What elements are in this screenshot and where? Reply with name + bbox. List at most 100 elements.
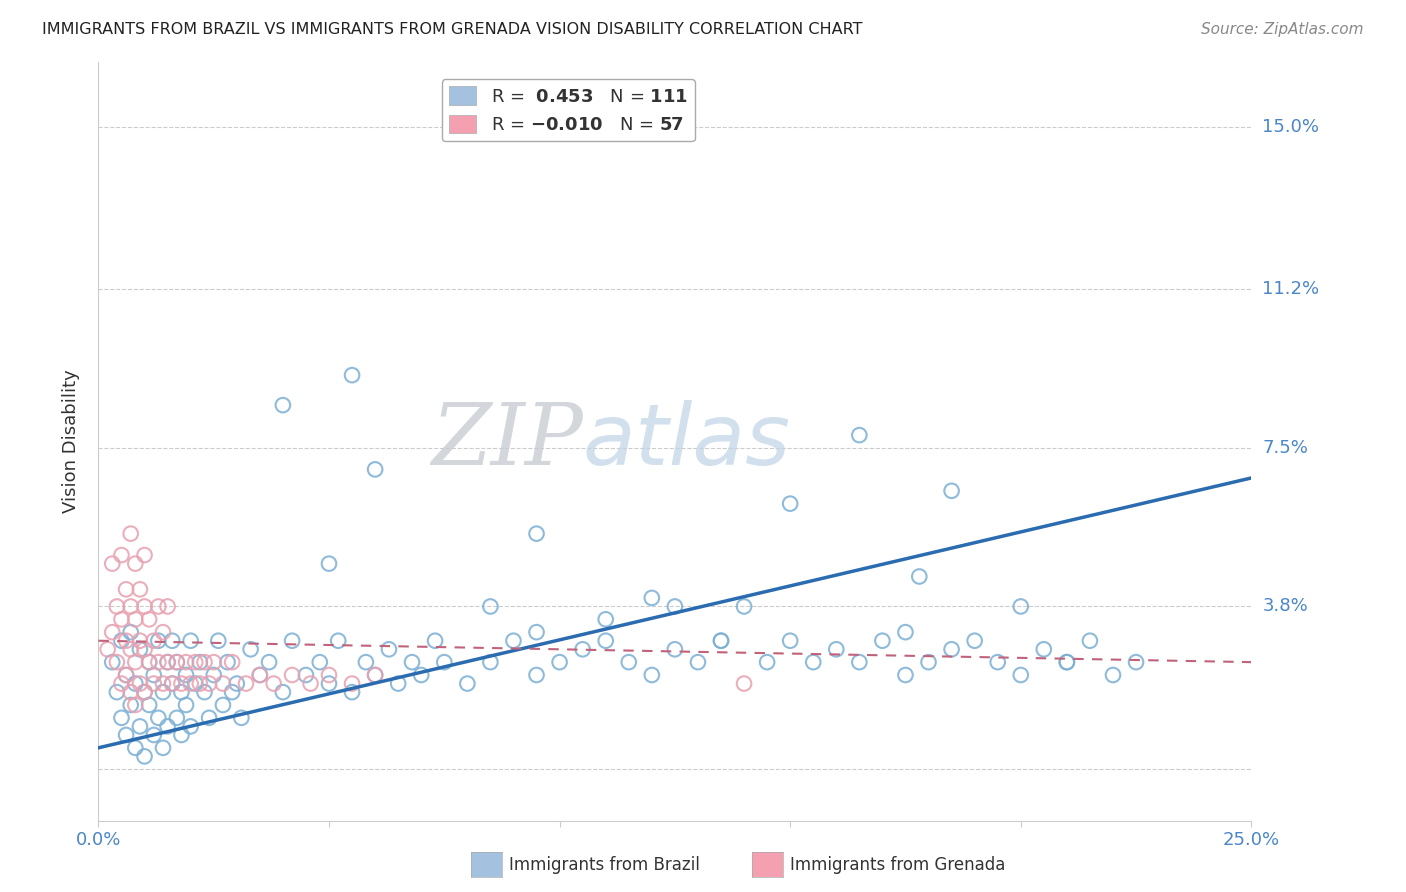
Point bbox=[502, 633, 524, 648]
Point bbox=[318, 676, 340, 690]
Point bbox=[198, 711, 221, 725]
Text: Immigrants from Brazil: Immigrants from Brazil bbox=[509, 856, 700, 874]
Text: Immigrants from Grenada: Immigrants from Grenada bbox=[790, 856, 1005, 874]
Point bbox=[354, 655, 377, 669]
Point bbox=[433, 655, 456, 669]
Point bbox=[231, 711, 253, 725]
Point bbox=[115, 668, 138, 682]
Point bbox=[328, 633, 350, 648]
Point bbox=[101, 655, 124, 669]
Point bbox=[1010, 668, 1032, 682]
Point bbox=[756, 655, 779, 669]
Point bbox=[779, 633, 801, 648]
Point bbox=[170, 676, 193, 690]
Point bbox=[110, 676, 132, 690]
Point bbox=[152, 676, 174, 690]
Point bbox=[184, 676, 207, 690]
Point bbox=[1125, 655, 1147, 669]
Point bbox=[152, 625, 174, 640]
Point bbox=[134, 685, 156, 699]
Point bbox=[235, 676, 257, 690]
Point bbox=[239, 642, 262, 657]
Text: 7.5%: 7.5% bbox=[1263, 439, 1309, 457]
Point bbox=[115, 728, 138, 742]
Point bbox=[124, 557, 146, 571]
Point bbox=[156, 655, 179, 669]
Point bbox=[1102, 668, 1125, 682]
Point bbox=[423, 633, 446, 648]
Point bbox=[198, 676, 221, 690]
Point bbox=[134, 599, 156, 614]
Point bbox=[479, 655, 502, 669]
Text: 15.0%: 15.0% bbox=[1263, 118, 1319, 136]
Point bbox=[129, 676, 152, 690]
Point bbox=[148, 633, 170, 648]
Point bbox=[166, 655, 188, 669]
Text: atlas: atlas bbox=[582, 400, 790, 483]
Point bbox=[124, 740, 146, 755]
Point bbox=[848, 428, 870, 442]
Point bbox=[138, 655, 160, 669]
Point bbox=[1078, 633, 1101, 648]
Point bbox=[134, 548, 156, 562]
Point bbox=[686, 655, 709, 669]
Point bbox=[156, 719, 179, 733]
Text: 3.8%: 3.8% bbox=[1263, 598, 1308, 615]
Text: 11.2%: 11.2% bbox=[1263, 280, 1320, 299]
Point bbox=[479, 599, 502, 614]
Point bbox=[733, 599, 755, 614]
Point bbox=[142, 633, 165, 648]
Point bbox=[148, 711, 170, 725]
Point bbox=[174, 698, 197, 712]
Point bbox=[110, 633, 132, 648]
Point bbox=[174, 655, 197, 669]
Point bbox=[641, 591, 664, 605]
Point bbox=[120, 642, 142, 657]
Text: Source: ZipAtlas.com: Source: ZipAtlas.com bbox=[1201, 22, 1364, 37]
Point bbox=[664, 642, 686, 657]
Point bbox=[148, 655, 170, 669]
Point bbox=[115, 582, 138, 597]
Point bbox=[987, 655, 1010, 669]
Point bbox=[411, 668, 433, 682]
Point bbox=[110, 612, 132, 626]
Point bbox=[97, 642, 120, 657]
Point bbox=[188, 655, 211, 669]
Point bbox=[733, 676, 755, 690]
Point bbox=[115, 633, 138, 648]
Point bbox=[526, 668, 548, 682]
Point bbox=[105, 655, 128, 669]
Point bbox=[129, 719, 152, 733]
Point bbox=[595, 633, 617, 648]
Point bbox=[180, 676, 202, 690]
Point bbox=[134, 685, 156, 699]
Point bbox=[134, 642, 156, 657]
Point bbox=[340, 685, 363, 699]
Point bbox=[124, 676, 146, 690]
Point bbox=[221, 685, 243, 699]
Point bbox=[160, 676, 183, 690]
Point bbox=[166, 655, 188, 669]
Point bbox=[180, 719, 202, 733]
Y-axis label: Vision Disability: Vision Disability bbox=[62, 369, 80, 514]
Point bbox=[1032, 642, 1054, 657]
Point bbox=[340, 368, 363, 383]
Point bbox=[142, 728, 165, 742]
Point bbox=[142, 668, 165, 682]
Point bbox=[249, 668, 271, 682]
Point bbox=[160, 676, 183, 690]
Point bbox=[340, 676, 363, 690]
Point bbox=[101, 557, 124, 571]
Point bbox=[548, 655, 571, 669]
Point bbox=[271, 685, 294, 699]
Point bbox=[387, 676, 409, 690]
Point bbox=[138, 698, 160, 712]
Point bbox=[664, 599, 686, 614]
Point bbox=[295, 668, 318, 682]
Point bbox=[156, 599, 179, 614]
Point bbox=[110, 548, 132, 562]
Point bbox=[364, 668, 387, 682]
Point bbox=[152, 685, 174, 699]
Point bbox=[1056, 655, 1078, 669]
Point bbox=[138, 612, 160, 626]
